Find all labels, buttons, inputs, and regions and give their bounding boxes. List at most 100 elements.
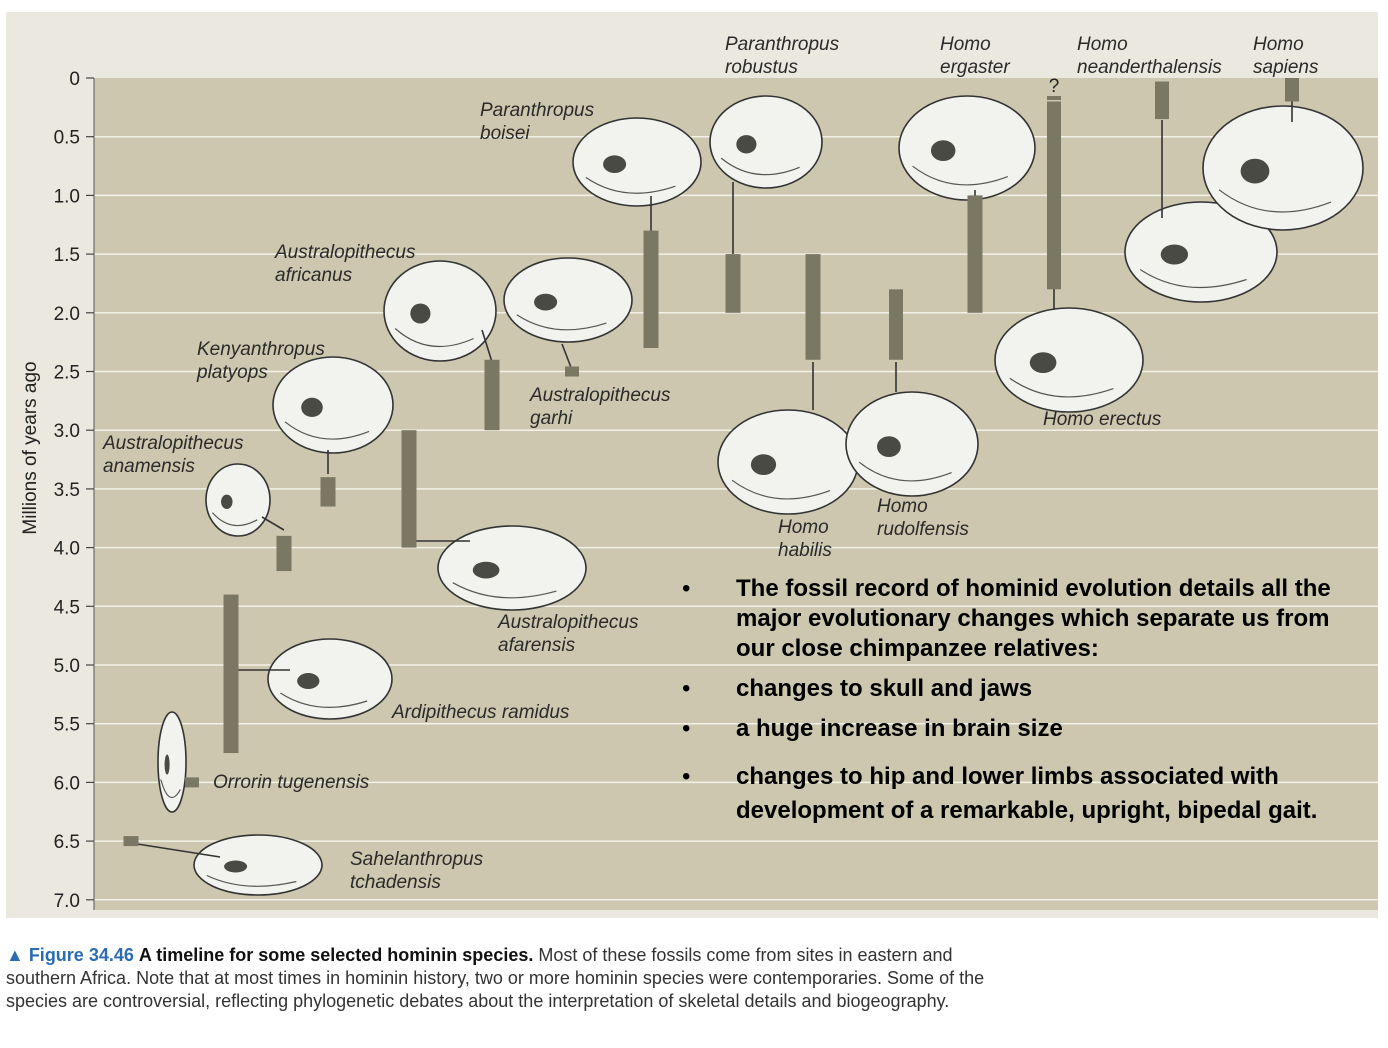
species-label-line: Homo — [877, 496, 928, 517]
species-label-australopithecus-garhi: Australopithecus garhi — [529, 385, 671, 429]
range-bar-australopithecus-garhi — [565, 366, 579, 377]
tick-label: 0.5 — [54, 128, 80, 149]
eye-socket-homo-sapiens — [1240, 158, 1270, 184]
species-label-kenyanthropus-platyops: Kenyanthropus platyops — [196, 339, 325, 383]
connector-sahelanthropus-tchadensis — [130, 842, 221, 858]
eye-socket-homo-neanderthalensis — [1160, 244, 1189, 265]
species-label-line: ergaster — [940, 57, 1010, 78]
species-label-line: Homo erectus — [1043, 409, 1162, 430]
bullet-item: • changes to hip and lower limbs associat… — [680, 760, 1340, 828]
uncertain-mark-homo-erectus: ? — [1049, 76, 1060, 97]
eye-socket-homo-rudolfensis — [877, 436, 901, 457]
range-bar-homo-rudolfensis — [889, 289, 903, 360]
bullet-list: • The fossil record of hominid evolution … — [680, 574, 1340, 828]
skull-sahelanthropus-tchadensis — [193, 834, 323, 896]
bullet-dot: • — [682, 575, 691, 602]
eye-socket-ardipithecus-ramidus — [297, 673, 320, 689]
species-label-ardipithecus-ramidus: Ardipithecus ramidus — [391, 702, 570, 723]
tick-label: 5.5 — [54, 715, 80, 736]
range-bar-paranthropus-boisei — [643, 230, 659, 349]
tick-label: 7.0 — [54, 891, 80, 912]
tick-label: 1.0 — [54, 186, 80, 207]
species-label-australopithecus-africanus: Australopithecus africanus — [274, 242, 416, 286]
jaw-line-orrorin-tugenensis — [160, 779, 181, 799]
figure-title: A timeline for some selected hominin spe… — [138, 945, 534, 965]
jaw-line-sahelanthropus-tchadensis — [206, 874, 297, 887]
tick-label: 2.5 — [54, 363, 80, 384]
skull-australopithecus-garhi — [503, 257, 633, 343]
species-label-line: Homo — [1253, 34, 1304, 55]
eye-socket-australopithecus-anamensis — [221, 494, 233, 509]
bullet-item: • changes to skull and jaws — [680, 674, 1340, 704]
range-bar-kenyanthropus-platyops — [320, 477, 336, 507]
bullet-item: • a huge increase in brain size — [680, 714, 1340, 744]
species-label-homo-neanderthalensis: Homo neanderthalensis — [1077, 34, 1222, 78]
range-bar-homo-neanderthalensis — [1155, 81, 1169, 120]
tick-label: 3.0 — [54, 421, 80, 442]
bullet-text: changes to skull and jaws — [736, 675, 1033, 702]
skull-australopithecus-afarensis — [437, 525, 587, 611]
range-bar-homo-ergaster — [967, 195, 983, 313]
eye-socket-orrorin-tugenensis — [164, 754, 170, 775]
jaw-line-homo-sapiens — [1218, 189, 1332, 213]
range-bar-homo-habilis — [805, 254, 821, 360]
range-bar-paranthropus-robustus — [725, 254, 741, 313]
skull-ardipithecus-ramidus — [267, 638, 393, 720]
species-label-australopithecus-afarensis: Australopithecus afarensis — [497, 612, 639, 656]
species-label-line: sapiens — [1253, 57, 1319, 78]
species-label-homo-habilis: Homo habilis — [778, 517, 832, 561]
species-label-homo-sapiens: Homo sapiens — [1253, 34, 1319, 78]
species-label-line: Homo — [940, 34, 991, 55]
tick-label: 2.0 — [54, 304, 80, 325]
jaw-line-homo-habilis — [731, 479, 831, 500]
species-label-australopithecus-anamensis: Australopithecus anamensis — [102, 433, 244, 477]
tick-label: 0 — [69, 69, 80, 90]
bullet-text: a huge increase in brain size — [736, 715, 1063, 742]
species-label-line: Homo — [778, 517, 829, 538]
species-label-sahelanthropus-tchadensis: Sahelanthropus tchadensis — [350, 849, 484, 893]
eye-socket-paranthropus-boisei — [603, 155, 627, 173]
species-label-line: garhi — [530, 408, 573, 429]
eye-socket-australopithecus-afarensis — [472, 561, 500, 579]
range-bar-orrorin-tugenensis — [185, 777, 199, 788]
species-label-line: Australopithecus — [529, 385, 671, 406]
eye-socket-sahelanthropus-tchadensis — [224, 860, 248, 873]
species-label-line: robustus — [725, 57, 798, 78]
species-label-orrorin-tugenensis: Orrorin tugenensis — [213, 772, 370, 793]
species-label-line: Australopithecus — [497, 612, 639, 633]
tick-label: 6.5 — [54, 832, 80, 853]
skull-australopithecus-africanus — [383, 260, 497, 362]
eye-socket-paranthropus-robustus — [736, 135, 757, 154]
bullet-item: • The fossil record of hominid evolution … — [680, 574, 1340, 664]
species-label-line: habilis — [778, 540, 832, 561]
range-bar-australopithecus-anamensis — [276, 535, 292, 572]
species-label-line: Homo — [1077, 34, 1128, 55]
jaw-line-australopithecus-afarensis — [452, 582, 557, 599]
species-label-homo-rudolfensis: Homo rudolfensis — [877, 496, 969, 540]
eye-socket-australopithecus-africanus — [410, 303, 431, 324]
species-label-line: africanus — [275, 265, 353, 286]
bullet-dot: • — [682, 715, 691, 742]
eye-socket-homo-ergaster — [930, 140, 956, 162]
species-label-line: rudolfensis — [877, 519, 969, 540]
connector-australopithecus-anamensis — [261, 516, 285, 531]
species-label-line: Orrorin tugenensis — [213, 772, 370, 793]
skull-homo-sapiens — [1202, 105, 1364, 231]
timeline-chart: 0 0.5 1.0 1.5 2.0 2.5 3.0 3.5 4.0 4.5 5.0 5.5 6.0 6.5… — [20, 34, 1378, 912]
species-label-line: neanderthalensis — [1077, 57, 1222, 78]
skull-homo-neanderthalensis — [1124, 201, 1278, 303]
species-labels: Sahelanthropus tchadensis Orrorin tugenens… — [102, 34, 1319, 893]
tick-label: 6.0 — [54, 773, 80, 794]
species-label-paranthropus-robustus: Paranthropus robustus — [725, 34, 840, 78]
eye-socket-homo-erectus — [1029, 352, 1057, 373]
jaw-line-australopithecus-garhi — [516, 314, 607, 331]
eye-socket-kenyanthropus-platyops — [301, 397, 323, 417]
tick-label: 1.5 — [54, 245, 80, 266]
species-label-homo-erectus: Homo erectus — [1043, 409, 1162, 430]
bullet-text: changes to hip and lower limbs associate… — [736, 763, 1318, 824]
bullet-dot: • — [682, 675, 691, 702]
species-label-paranthropus-boisei: Paranthropus boisei — [480, 100, 595, 144]
species-label-line: Sahelanthropus — [350, 849, 484, 870]
species-label-line: boisei — [480, 123, 530, 144]
